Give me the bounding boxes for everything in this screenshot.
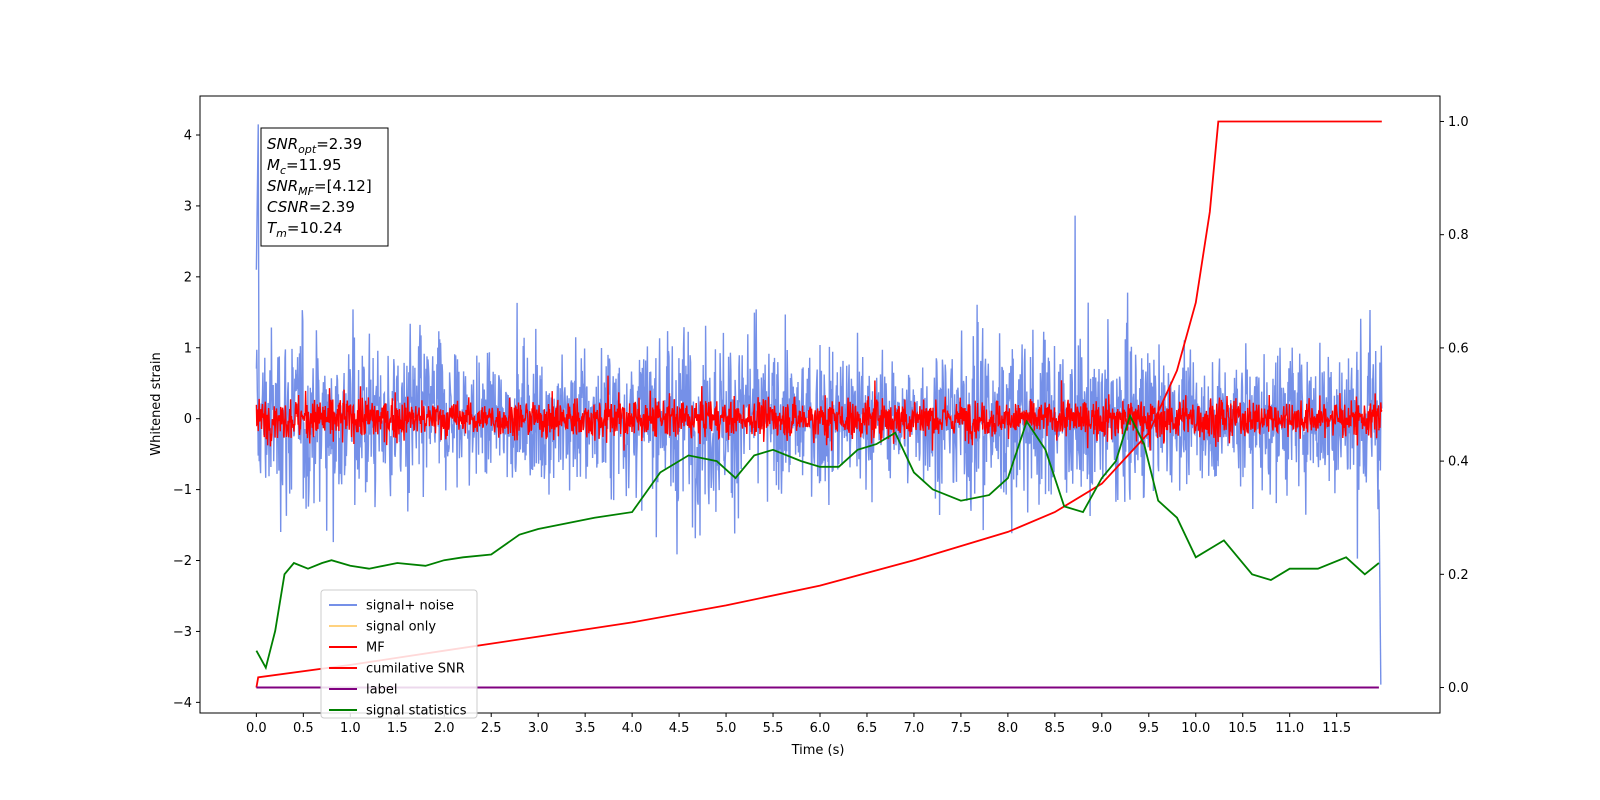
y2-tick-label: 0.8 — [1448, 228, 1469, 243]
x-tick-label: 10.5 — [1228, 721, 1257, 736]
annotation-symbol: T — [267, 219, 278, 237]
x-tick-label: 10.0 — [1181, 721, 1210, 736]
annotation-line: Mc=11.95 — [267, 156, 342, 177]
series-line — [255, 375, 1383, 451]
annotation-symbol: CSNR — [267, 198, 309, 216]
x-tick-label: 9.0 — [1091, 721, 1112, 736]
series-line — [255, 413, 1380, 671]
x-tick-label: 2.0 — [434, 721, 455, 736]
legend: signal+ noise signal only MF cumilative SNR… — [320, 589, 478, 719]
x-tick-label: 5.5 — [763, 721, 784, 736]
x-tick-label: 11.5 — [1322, 721, 1351, 736]
x-tick-label: 2.5 — [481, 721, 502, 736]
y-tick-label: 0 — [184, 412, 192, 427]
annotation-line: SNRMF=[4.12] — [267, 177, 372, 198]
annotation-line: SNRopt=2.39 — [267, 135, 362, 156]
x-tick-label: 8.0 — [998, 721, 1019, 736]
annotation-subscript: c — [280, 164, 286, 177]
x-axis: 0.0 0.5 1.0 1.5 2.0 2.5 3.0 3.5 4.0 4.5 5.0 5.5 6.0 6… — [246, 713, 1351, 736]
y-tick-label: −3 — [173, 625, 192, 640]
legend-label: cumilative SNR — [366, 662, 465, 677]
annotation-line: Tm=10.24 — [267, 219, 342, 240]
x-tick-label: 6.5 — [857, 721, 878, 736]
annotation-value: =2.39 — [316, 135, 362, 153]
x-tick-label: 7.5 — [951, 721, 972, 736]
annotation-value: =2.39 — [309, 198, 355, 216]
x-tick-label: 7.0 — [904, 721, 925, 736]
x-axis-label: Time (s) — [791, 743, 845, 758]
y-tick-label: −4 — [173, 696, 192, 711]
x-tick-label: 1.0 — [340, 721, 361, 736]
legend-frame — [320, 589, 478, 719]
y2-tick-label: 1.0 — [1448, 115, 1469, 130]
x-tick-label: 3.5 — [575, 721, 596, 736]
legend-label: MF — [366, 641, 385, 656]
y-tick-label: −1 — [173, 483, 192, 498]
y-tick-label: 2 — [184, 270, 192, 285]
series-spike — [1378, 489, 1382, 685]
annotation-value: =10.24 — [287, 219, 343, 237]
y2-tick-label: 0.4 — [1448, 455, 1469, 470]
x-tick-label: 3.0 — [528, 721, 549, 736]
y2-tick-label: 0.2 — [1448, 568, 1469, 583]
x-tick-label: 1.5 — [387, 721, 408, 736]
x-tick-label: 5.0 — [716, 721, 737, 736]
y-tick-label: −2 — [173, 554, 192, 569]
x-tick-label: 0.0 — [246, 721, 267, 736]
annotation-subscript: opt — [298, 143, 317, 156]
annotation-frame — [260, 127, 389, 247]
x-tick-label: 4.5 — [669, 721, 690, 736]
y-axis-right: 1.0 0.8 0.6 0.4 0.2 0.0 — [1440, 115, 1469, 696]
y-tick-label: 4 — [184, 129, 192, 144]
y-tick-label: 3 — [184, 199, 192, 214]
legend-label: label — [366, 683, 397, 698]
legend-label: signal statistics — [366, 704, 467, 719]
annotation-symbol: SNR — [267, 177, 298, 195]
annotation-subscript: m — [276, 227, 287, 240]
annotation-value: =[4.12] — [314, 177, 372, 195]
y-axis-left: 4 3 2 1 0 −1 −2 −3 −4 — [173, 129, 200, 711]
y-axis-label: Whitened strain — [149, 352, 164, 455]
annotation-line: CSNR=2.39 — [267, 198, 355, 216]
y-tick-label: 1 — [184, 341, 192, 356]
annotation-symbol: M — [267, 156, 280, 174]
annotation-value: =11.95 — [286, 156, 342, 174]
legend-label: signal+ noise — [366, 599, 454, 614]
annotation-lines: SNRopt=2.39Mc=11.95SNRMF=[4.12]CSNR=2.39… — [267, 135, 372, 240]
legend-entries: signal+ noise signal only MF cumilative SNR… — [329, 599, 467, 719]
annotation-subscript: MF — [298, 185, 314, 198]
x-tick-label: 9.5 — [1138, 721, 1159, 736]
legend-label: signal only — [366, 620, 436, 635]
x-tick-label: 4.0 — [622, 721, 643, 736]
y2-tick-label: 0.0 — [1448, 681, 1469, 696]
y2-tick-label: 0.6 — [1448, 341, 1469, 356]
series-layer — [255, 120, 1383, 689]
x-tick-label: 0.5 — [293, 721, 314, 736]
annotation-box: SNRopt=2.39Mc=11.95SNRMF=[4.12]CSNR=2.39… — [260, 127, 389, 247]
annotation-symbol: SNR — [267, 135, 298, 153]
x-tick-label: 8.5 — [1045, 721, 1066, 736]
x-tick-label: 11.0 — [1275, 721, 1304, 736]
series-spike — [255, 124, 260, 462]
x-tick-label: 6.0 — [810, 721, 831, 736]
